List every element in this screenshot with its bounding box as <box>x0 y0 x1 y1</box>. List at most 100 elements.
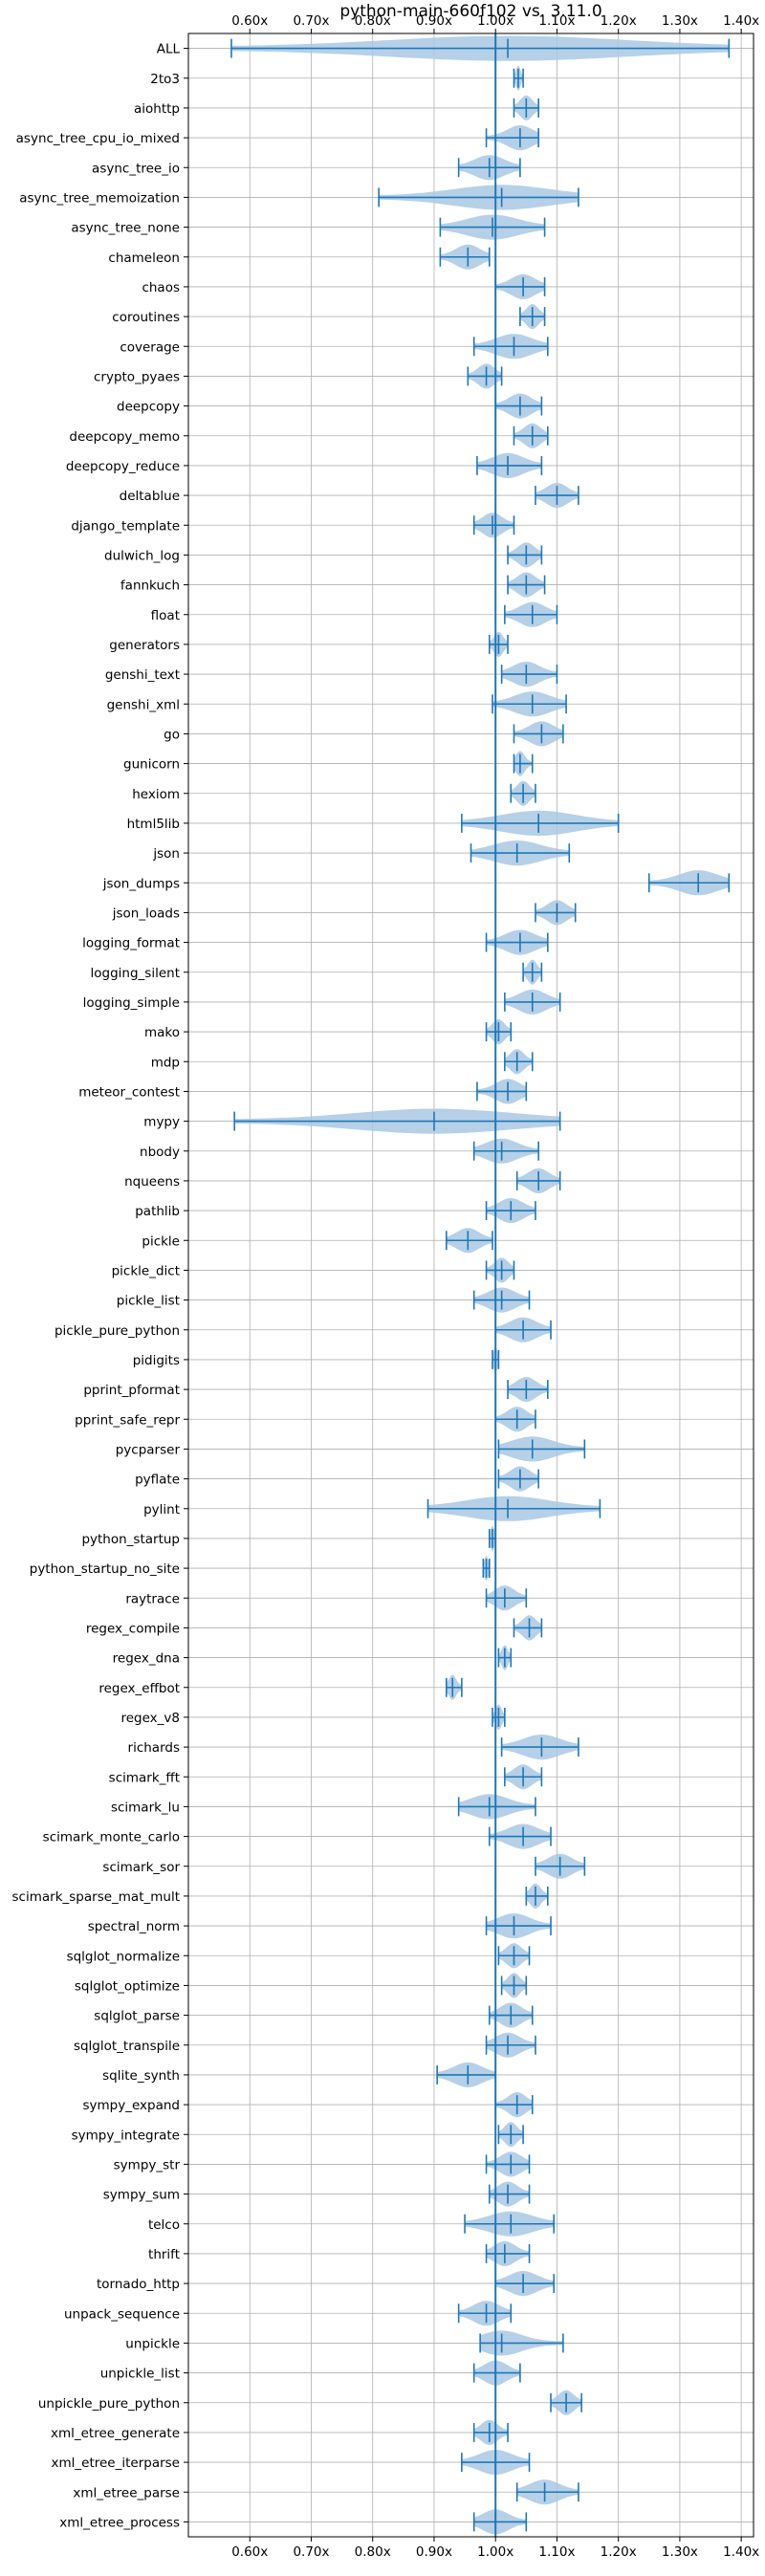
benchmark-label: pycparser <box>116 1442 181 1457</box>
benchmark-label: pidigits <box>133 1353 180 1368</box>
benchmark-label: django_template <box>71 518 180 534</box>
x-tick-label-top: 0.60x <box>231 13 268 29</box>
x-tick-label-bottom: 1.30x <box>662 2544 698 2560</box>
benchmark-label: dulwich_log <box>104 548 180 563</box>
benchmark-label: deepcopy <box>117 400 180 415</box>
benchmark-label: scimark_fft <box>109 1770 180 1785</box>
benchmark-label: chaos <box>142 280 180 295</box>
benchmark-label: nqueens <box>124 1174 180 1190</box>
benchmark-label: json_dumps <box>102 876 180 891</box>
benchmark-label: aiohttp <box>134 101 180 117</box>
x-tick-label-bottom: 1.00x <box>477 2544 514 2560</box>
benchmark-label: sqlglot_normalize <box>67 1949 180 1964</box>
benchmark-label: sympy_expand <box>82 2098 180 2113</box>
chart-title: python-main-660f102 vs. 3.11.0 <box>339 2 601 21</box>
benchmark-label: richards <box>128 1740 180 1756</box>
benchmark-label: coroutines <box>112 310 180 325</box>
benchmark-label: hexiom <box>132 787 180 802</box>
benchmark-label: sympy_str <box>114 2157 181 2172</box>
benchmark-label: deepcopy_reduce <box>66 459 180 474</box>
benchmark-label: unpickle <box>125 2336 180 2351</box>
benchmark-label: generators <box>109 638 180 653</box>
benchmark-label: genshi_text <box>105 667 180 683</box>
benchmark-label: unpickle_list <box>100 2367 180 2382</box>
benchmark-label: genshi_xml <box>107 697 180 712</box>
benchmark-label: pickle_pure_python <box>55 1323 180 1339</box>
benchmark-label: 2to3 <box>150 72 180 87</box>
benchmark-label: sqlglot_parse <box>94 2009 180 2024</box>
benchmark-label: pickle_dict <box>112 1263 180 1278</box>
benchmark-label: go <box>164 727 180 742</box>
benchmark-label: spectral_norm <box>88 1919 180 1934</box>
benchmark-label: pathlib <box>135 1204 180 1219</box>
benchmark-label: xml_etree_iterparse <box>52 2456 181 2471</box>
benchmark-label: xml_etree_parse <box>73 2485 180 2500</box>
benchmark-label: pylint <box>143 1502 180 1517</box>
x-tick-label-top: 1.00x <box>477 13 514 29</box>
benchmark-label: pprint_pformat <box>83 1383 180 1398</box>
benchmark-label: deepcopy_memo <box>69 429 180 445</box>
benchmark-label: sqlite_synth <box>102 2068 180 2084</box>
benchmark-label: sympy_sum <box>103 2188 180 2203</box>
benchmark-label: logging_simple <box>83 995 180 1011</box>
benchmark-label: sympy_integrate <box>72 2128 180 2143</box>
benchmark-label: regex_v8 <box>120 1711 180 1726</box>
plot-frame <box>187 33 754 2538</box>
benchmark-label: async_tree_cpu_io_mixed <box>16 131 180 146</box>
benchmark-label: logging_silent <box>91 966 180 981</box>
benchmark-label: mdp <box>151 1055 180 1070</box>
grid-layer <box>188 33 754 2537</box>
x-tick-label-bottom: 0.60x <box>231 2544 268 2560</box>
benchmark-label: regex_dna <box>113 1651 180 1667</box>
x-tick-label-bottom: 1.10x <box>538 2544 575 2560</box>
benchmark-label: scimark_lu <box>111 1800 180 1815</box>
benchmark-label: pickle_list <box>117 1294 180 1309</box>
benchmark-label: async_tree_io <box>92 161 180 176</box>
x-tick-label-bottom: 0.80x <box>355 2544 391 2560</box>
x-tick-label-top: 0.70x <box>293 13 329 29</box>
x-tick-label-top: 0.90x <box>416 13 452 29</box>
benchmark-label: python_startup <box>81 1532 180 1547</box>
benchmark-label: regex_compile <box>86 1621 180 1636</box>
benchmark-label: ALL <box>157 42 181 57</box>
x-tick-label-top: 1.30x <box>662 13 698 29</box>
benchmark-label: xml_etree_process <box>59 2515 180 2530</box>
benchmark-label: deltablue <box>120 489 180 504</box>
benchmark-label: logging_format <box>82 936 180 951</box>
x-tick-label-top: 1.40x <box>723 13 759 29</box>
benchmark-label: async_tree_none <box>71 221 180 236</box>
benchmark-label: regex_effbot <box>98 1681 180 1696</box>
benchmark-label: scimark_sor <box>102 1860 180 1875</box>
x-tick-label-bottom: 0.90x <box>416 2544 452 2560</box>
benchmark-label: fannkuch <box>120 579 180 594</box>
benchmark-label: scimark_monte_carlo <box>43 1830 180 1845</box>
x-tick-label-bottom: 1.20x <box>601 2544 637 2560</box>
benchmark-label: mako <box>144 1025 180 1040</box>
x-tick-label-top: 0.80x <box>355 13 391 29</box>
benchmark-label: pickle <box>142 1233 180 1249</box>
benchmark-label: thrift <box>148 2247 180 2262</box>
benchmark-label: unpickle_pure_python <box>38 2396 180 2412</box>
benchmark-label: chameleon <box>108 251 180 266</box>
x-tick-label-top: 1.10x <box>538 13 575 29</box>
benchmark-label: float <box>151 608 180 623</box>
benchmark-label: async_tree_memoization <box>19 190 180 206</box>
benchmark-label: unpack_sequence <box>64 2306 180 2322</box>
benchmark-label: gunicorn <box>123 757 180 773</box>
benchmark-label: nbody <box>140 1145 180 1160</box>
x-tick-label-bottom: 0.70x <box>293 2544 329 2560</box>
benchmark-label: mypy <box>143 1115 180 1130</box>
x-tick-label-bottom: 1.40x <box>723 2544 759 2560</box>
benchmark-label: pprint_safe_repr <box>75 1412 180 1428</box>
benchmark-label: crypto_pyaes <box>94 369 180 384</box>
benchmark-label: xml_etree_generate <box>51 2426 180 2441</box>
benchmark-label: meteor_contest <box>78 1084 180 1100</box>
benchmark-label: json <box>152 846 180 862</box>
x-tick-label-top: 1.20x <box>601 13 637 29</box>
benchmark-label: sqlglot_transpile <box>74 2039 180 2054</box>
benchmark-label: pyflate <box>135 1473 180 1488</box>
benchmark-label: json_loads <box>112 906 180 921</box>
benchmark-label: tornado_http <box>97 2277 180 2292</box>
benchmark-label: coverage <box>120 339 180 355</box>
